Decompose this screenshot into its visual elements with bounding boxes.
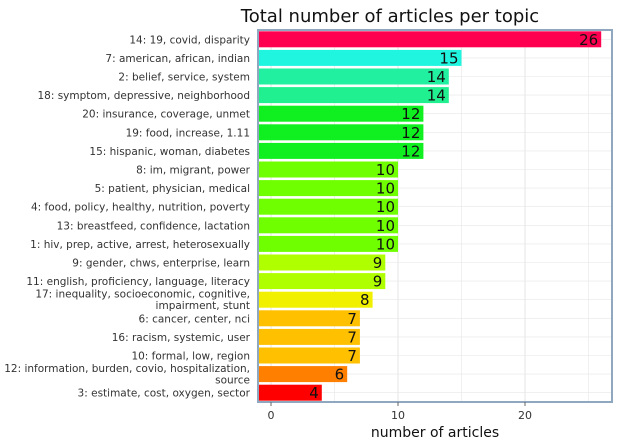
data-label: 10: [376, 180, 395, 198]
data-label: 9: [373, 273, 383, 291]
data-label: 12: [401, 142, 420, 160]
data-label: 10: [376, 161, 395, 179]
bar: [258, 142, 424, 159]
category-label: 1: hiv, prep, active, arrest, heterosexu…: [30, 239, 250, 251]
data-label: 10: [376, 217, 395, 235]
data-label: 10: [376, 235, 395, 253]
bar: [258, 254, 386, 271]
bars: [258, 31, 602, 401]
category-label: 12: information, burden, covio, hospital…: [4, 363, 250, 387]
category-label: 17: inequality, socioeconomic, cognitive…: [35, 289, 250, 313]
category-label: 18: symptom, depressive, neighborhood: [37, 90, 250, 102]
bar: [258, 310, 360, 327]
data-label: 7: [347, 347, 357, 365]
bar: [258, 105, 424, 122]
bar: [258, 161, 398, 178]
category-label: 5: patient, physician, medical: [95, 183, 250, 195]
category-label: 16: racism, systemic, user: [112, 332, 251, 344]
category-label: 19: food, increase, 1.11: [126, 127, 250, 139]
data-label: 10: [376, 198, 395, 216]
category-label: 4: food, policy, healthy, nutrition, pov…: [31, 202, 250, 214]
category-label: 3: estimate, cost, oxygen, sector: [78, 388, 251, 400]
category-label: 11: english, proficiency, language, lite…: [26, 276, 250, 288]
data-label: 14: [427, 68, 446, 86]
data-label: 7: [347, 328, 357, 346]
bar: [258, 180, 398, 197]
category-label: 15: hispanic, woman, diabetes: [89, 146, 250, 158]
x-tick-label: 10: [391, 409, 405, 422]
bar: [258, 347, 360, 364]
data-label: 4: [309, 384, 319, 402]
bar: [258, 273, 386, 290]
category-label: 8: im, migrant, power: [136, 165, 251, 177]
data-label: 6: [335, 366, 345, 384]
bar: [258, 235, 398, 252]
data-label: 8: [360, 291, 370, 309]
bar: [258, 198, 398, 215]
bar: [258, 87, 449, 104]
data-label: 12: [401, 105, 420, 123]
data-label: 26: [579, 31, 598, 49]
bar: [258, 49, 462, 66]
bar: [258, 366, 348, 383]
category-label: 7: american, african, indian: [105, 53, 250, 65]
bar: [258, 328, 360, 345]
x-tick-label: 0: [268, 409, 275, 422]
x-axis-title: number of articles: [371, 425, 499, 441]
bar: [258, 217, 398, 234]
bar: [258, 384, 322, 401]
x-tick-label: 20: [518, 409, 532, 422]
category-labels: 14: 19, covid, disparity 7: american, afr…: [4, 34, 250, 399]
chart-title: Total number of articles per topic: [240, 6, 539, 27]
data-label: 15: [439, 49, 458, 67]
category-label: 14: 19, covid, disparity: [129, 34, 250, 46]
bar: [258, 68, 449, 85]
category-label: 20: insurance, coverage, unmet: [82, 109, 250, 121]
bar: [258, 124, 424, 141]
bar: [258, 31, 602, 48]
category-label: 10: formal, low, region: [131, 351, 250, 363]
data-label: 12: [401, 124, 420, 142]
data-label: 7: [347, 310, 357, 328]
category-label: 6: cancer, center, nci: [139, 313, 250, 325]
category-label: 13: breastfeed, confidence, lactation: [57, 220, 250, 232]
bar: [258, 291, 373, 308]
data-label: 14: [427, 87, 446, 105]
category-label: 2: belief, service, system: [118, 72, 250, 84]
x-axis: 0 10 20: [268, 402, 532, 422]
data-label: 9: [373, 254, 383, 272]
category-label: 9: gender, chws, enterprise, learn: [72, 258, 250, 270]
plot-frame: [257, 29, 613, 403]
